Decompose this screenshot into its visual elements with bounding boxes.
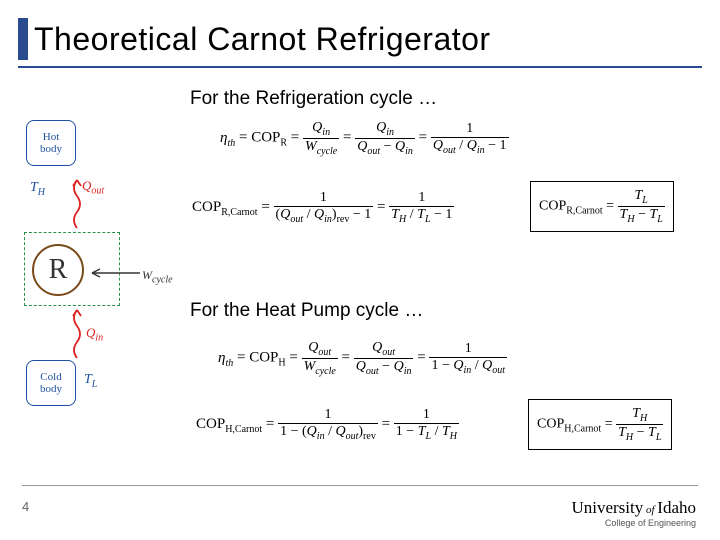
w-cycle-label: Wcycle	[142, 268, 173, 285]
logo-of: of	[643, 504, 657, 516]
carnot-diagram: Hotbody TH Qout R Wcycle Qin Coldbody TL	[24, 120, 186, 420]
slide-title: Theoretical Carnot Refrigerator	[34, 21, 491, 58]
heat-arrow-up-icon	[68, 168, 86, 232]
university-logo: University of Idaho College of Engineeri…	[571, 498, 696, 528]
logo-idaho: Idaho	[657, 498, 696, 517]
subtitle-refrigeration: For the Refrigeration cycle …	[190, 88, 437, 110]
work-arrow-icon	[86, 265, 142, 281]
heat-arrow-up2-icon	[68, 298, 86, 362]
q-in-label: Qin	[86, 325, 103, 344]
logo-text: University of Idaho	[571, 498, 696, 518]
equation-cop-h-carnot: COPH,Carnot = 11 − (Qin / Qout)rev = 11 …	[196, 407, 459, 442]
temp-hot-label: TH	[30, 180, 45, 198]
subtitle-heatpump: For the Heat Pump cycle …	[190, 300, 423, 322]
equation-cop-h: ηth = COPH = QoutWcycle = QoutQout − Qin…	[218, 340, 507, 377]
title-accent-bar	[18, 18, 28, 60]
refrigerator-node: R	[32, 244, 84, 296]
slide-title-bar: Theoretical Carnot Refrigerator	[0, 0, 720, 60]
cold-body-box: Coldbody	[26, 360, 76, 406]
equation-cop-r: ηth = COPR = QinWcycle = QinQout − Qin =…	[220, 120, 509, 157]
equation-cop-r-carnot-boxed: COPR,Carnot = TLTH − TL	[530, 181, 674, 232]
logo-college: College of Engineering	[571, 518, 696, 528]
page-number: 4	[22, 499, 29, 514]
equation-cop-h-carnot-boxed: COPH,Carnot = THTH − TL	[528, 399, 672, 450]
logo-university: University	[571, 498, 643, 517]
footer-divider	[22, 485, 698, 486]
hot-body-box: Hotbody	[26, 120, 76, 166]
equation-cop-r-carnot: COPR,Carnot = 1(Qout / Qin)rev − 1 = 1TH…	[192, 190, 454, 225]
temp-cold-label: TL	[84, 372, 97, 390]
title-underline	[18, 66, 702, 68]
